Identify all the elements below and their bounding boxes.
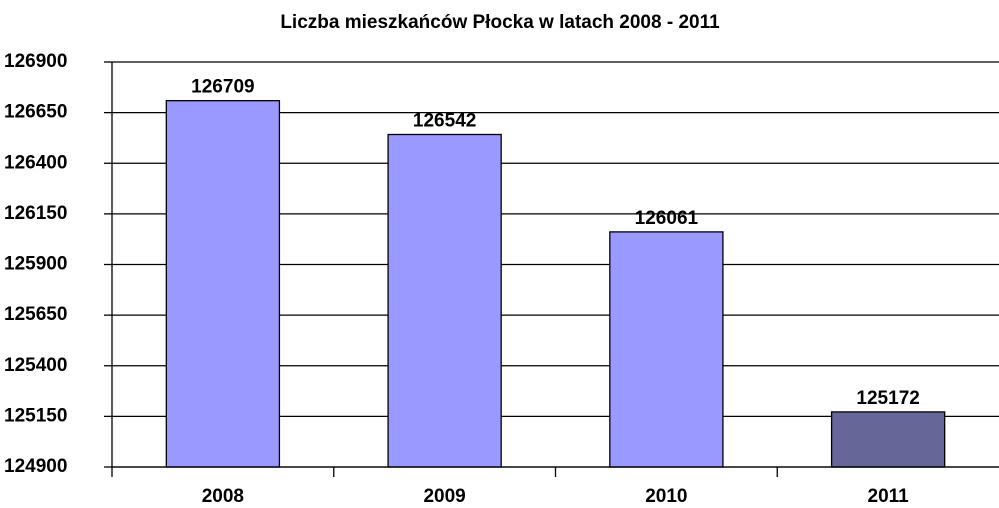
x-tick-label: 2008 — [202, 486, 244, 507]
y-tick-label: 126650 — [4, 102, 67, 123]
bar — [165, 100, 281, 468]
data-label: 126709 — [191, 77, 254, 98]
data-label: 126542 — [413, 111, 476, 132]
y-tick-label: 124900 — [4, 456, 67, 477]
y-tick-label: 125650 — [4, 304, 67, 325]
data-label: 126061 — [635, 208, 699, 229]
y-tick-label: 126900 — [4, 51, 67, 72]
data-label: 125172 — [856, 388, 919, 409]
x-tick-label: 2010 — [645, 486, 687, 507]
x-tick-label: 2009 — [423, 486, 465, 507]
x-tick-label: 2011 — [868, 486, 910, 507]
bar — [830, 411, 946, 468]
bar — [387, 133, 502, 468]
bar — [609, 231, 724, 468]
y-tick-label: 125400 — [4, 355, 67, 376]
y-tick-label: 126150 — [4, 203, 67, 224]
y-tick-label: 125900 — [4, 254, 67, 275]
y-tick-label: 126400 — [4, 152, 67, 173]
chart-title: Liczba mieszkańców Płocka w latach 2008 … — [280, 12, 720, 33]
y-tick-label: 125150 — [4, 405, 67, 426]
